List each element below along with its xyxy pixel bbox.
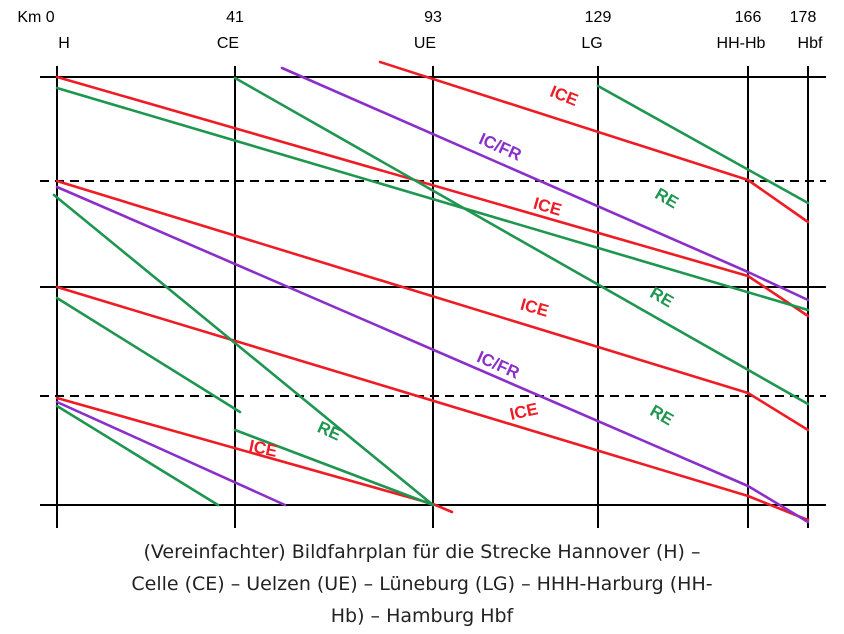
train-type-label: RE (652, 184, 682, 212)
train-path-ice (55, 396, 435, 506)
train-path-re (596, 84, 810, 205)
station-code-label: Hbf (798, 35, 823, 52)
station-km-label: 41 (226, 9, 244, 26)
train-path-re (55, 86, 810, 312)
train-type-label: ICE (508, 399, 540, 423)
station-code-label: UE (414, 35, 436, 52)
train-path-re (55, 404, 220, 507)
station-code-label: HH-Hb (717, 35, 766, 52)
station-km-label: 93 (424, 9, 442, 26)
caption-line: (Vereinfachter) Bildfahrplan für die Str… (143, 541, 701, 563)
train-path-ic-fr (746, 270, 810, 302)
train-type-label: RE (315, 417, 344, 444)
station-km-label: 129 (585, 9, 612, 26)
train-path-ice (378, 60, 750, 182)
timetable-grid (40, 66, 826, 528)
station-header: Km 0H 41 CE 93 UE 129 LG 166 HH-Hb 178 Hbf (17, 9, 823, 52)
train-path-ic-fr (55, 400, 287, 507)
train-paths (52, 60, 810, 524)
train-path-ice (431, 502, 454, 514)
train-path-ice (55, 179, 750, 395)
train-path-re (233, 428, 435, 507)
train-path-ic-fr (55, 185, 750, 488)
train-path-re (233, 76, 810, 406)
train-path-ice (55, 285, 750, 498)
train-type-label: ICE (518, 295, 550, 321)
train-path-ice (55, 75, 750, 278)
station-km-label: 178 (790, 9, 817, 26)
train-path-ice (746, 274, 810, 318)
station-km-label: Km 0 (17, 9, 54, 26)
train-path-ic-fr (280, 66, 750, 274)
figure-caption: (Vereinfachter) Bildfahrplan für die Str… (0, 536, 844, 632)
caption-line: Celle (CE) – Uelzen (UE) – Lüneburg (LG)… (131, 573, 713, 595)
train-type-label: ICE (547, 82, 580, 110)
train-path-ice (746, 178, 810, 224)
caption-line: Hb) – Hamburg Hbf (330, 605, 514, 627)
train-path-ice (746, 391, 810, 432)
train-path-ic-fr (746, 484, 810, 524)
station-code-label: CE (217, 35, 239, 52)
station-code-label: H (58, 35, 70, 52)
station-code-label: LG (581, 35, 602, 52)
train-type-label: RE (647, 401, 677, 429)
station-km-label: 166 (735, 9, 762, 26)
train-path-re (52, 193, 435, 507)
train-path-re (55, 296, 242, 414)
train-type-label: IC/FR (476, 129, 524, 164)
train-type-label: ICE (247, 436, 279, 460)
